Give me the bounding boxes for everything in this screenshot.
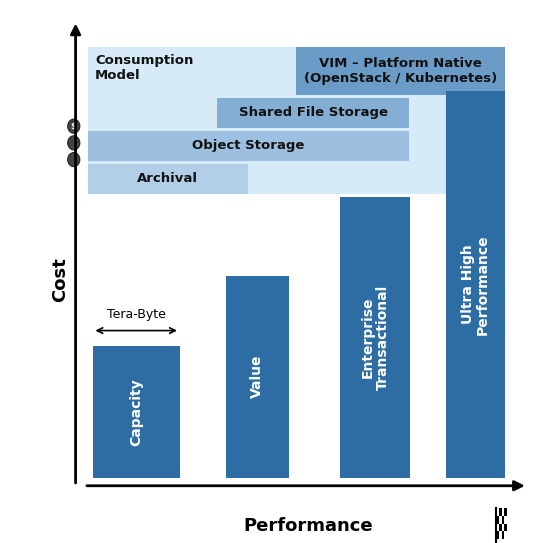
Bar (88, 130, 409, 161)
Text: Value: Value (250, 355, 265, 399)
Text: $: $ (71, 122, 77, 131)
Ellipse shape (68, 136, 80, 150)
Bar (499, 516, 502, 523)
Bar (496, 532, 499, 539)
Bar (505, 508, 507, 516)
Bar (499, 532, 502, 539)
Bar (340, 197, 410, 478)
Bar (88, 47, 505, 194)
Ellipse shape (68, 153, 80, 167)
Bar (502, 508, 505, 516)
Text: Capacity: Capacity (129, 378, 143, 446)
Text: Enterprise
Transactional: Enterprise Transactional (360, 285, 389, 390)
Bar (93, 346, 180, 478)
Text: Consumption
Model: Consumption Model (95, 54, 193, 81)
Bar (499, 508, 502, 516)
Ellipse shape (68, 119, 80, 133)
Bar (505, 532, 507, 539)
Text: Archival: Archival (137, 173, 198, 185)
Bar (296, 47, 505, 96)
Text: Object Storage: Object Storage (192, 140, 305, 153)
Bar (499, 523, 502, 532)
Text: Shared File Storage: Shared File Storage (239, 106, 388, 119)
Bar (505, 516, 507, 523)
Bar (88, 163, 248, 194)
Text: VIM – Platform Native
(OpenStack / Kubernetes): VIM – Platform Native (OpenStack / Kuber… (304, 57, 497, 85)
Bar (502, 532, 505, 539)
Bar (496, 523, 499, 532)
Bar (217, 98, 409, 128)
Bar (496, 516, 499, 523)
Bar (496, 508, 499, 516)
Text: Ultra High
Performance: Ultra High Performance (461, 234, 490, 334)
Bar (226, 276, 289, 478)
Text: Tera-Byte: Tera-Byte (107, 308, 166, 321)
Bar (446, 91, 505, 478)
Text: Cost: Cost (51, 258, 69, 302)
Text: Performance: Performance (244, 517, 373, 535)
Bar (502, 516, 505, 523)
Bar (505, 523, 507, 532)
Bar (502, 523, 505, 532)
